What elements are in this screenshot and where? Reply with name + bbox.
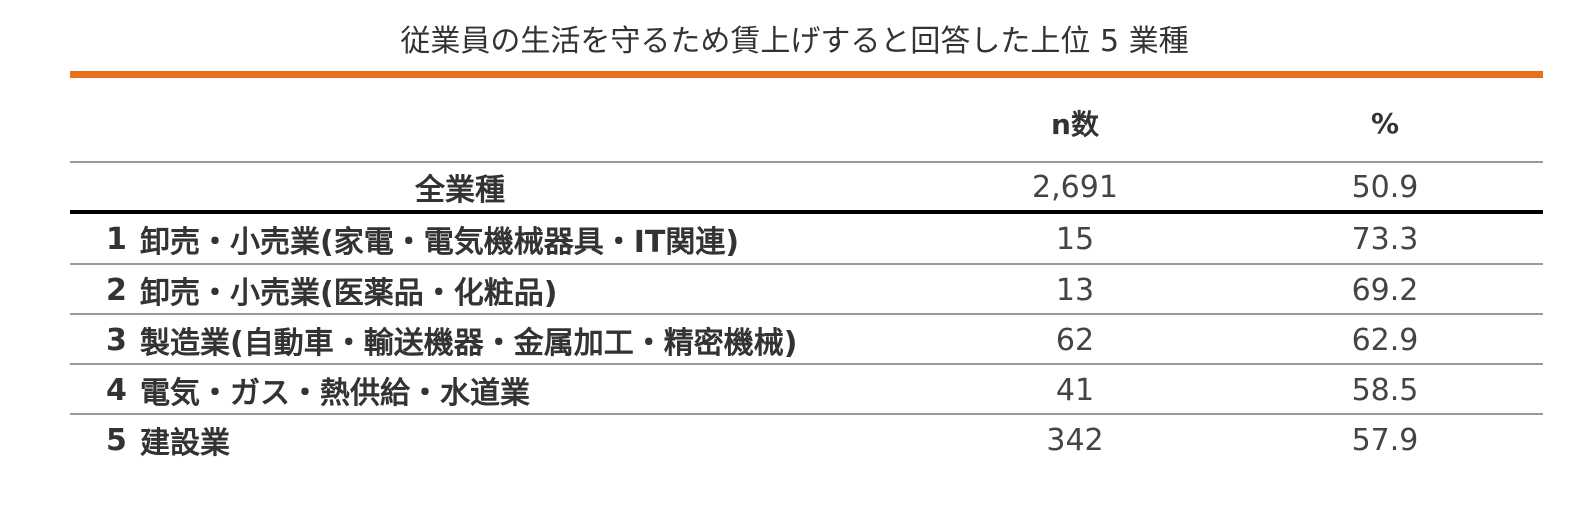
row-industry: 電気・ガス・熱供給・水道業 bbox=[140, 376, 530, 411]
row-label: 2 卸売・小売業(医薬品・化粧品) bbox=[70, 265, 886, 315]
table-row: 4 電気・ガス・熱供給・水道業 41 58.5 bbox=[70, 365, 1543, 415]
table-row: 3 製造業(自動車・輸送機器・金属加工・精密機械) 62 62.9 bbox=[70, 315, 1543, 365]
row-label: 4 電気・ガス・熱供給・水道業 bbox=[70, 365, 886, 415]
row-rank: 5 bbox=[106, 422, 127, 458]
row-divider bbox=[70, 263, 1543, 265]
table-header-row: n数 % bbox=[70, 84, 1543, 162]
row-rank: 2 bbox=[106, 272, 127, 308]
row-industry: 卸売・小売業(医薬品・化粧品) bbox=[140, 276, 558, 311]
header-pct-cell: % bbox=[1370, 106, 1400, 140]
row-label: 5 建設業 bbox=[70, 415, 886, 465]
row-industry: 建設業 bbox=[140, 426, 230, 461]
row-rank: 1 bbox=[106, 221, 127, 257]
header-label-cell bbox=[70, 84, 850, 162]
total-divider bbox=[70, 210, 1543, 214]
total-row: 全業種 2,691 50.9 bbox=[70, 163, 1543, 211]
row-rank: 3 bbox=[106, 322, 127, 358]
row-pct: 57.9 bbox=[1351, 422, 1419, 458]
total-n: 2,691 bbox=[1032, 169, 1118, 205]
header-n-cell: n数 bbox=[1051, 108, 1099, 141]
row-pct: 58.5 bbox=[1351, 372, 1419, 408]
row-divider bbox=[70, 363, 1543, 365]
row-pct: 69.2 bbox=[1351, 272, 1419, 308]
row-industry: 卸売・小売業(家電・電気機械器具・IT関連) bbox=[140, 225, 740, 260]
row-n: 13 bbox=[1055, 272, 1095, 308]
row-n: 342 bbox=[1046, 422, 1104, 458]
header-divider bbox=[70, 161, 1543, 163]
row-pct: 73.3 bbox=[1351, 221, 1419, 257]
row-n: 62 bbox=[1055, 322, 1095, 358]
row-label: 1 卸売・小売業(家電・電気機械器具・IT関連) bbox=[70, 214, 886, 264]
row-divider bbox=[70, 313, 1543, 315]
total-label: 全業種 bbox=[415, 173, 505, 208]
row-pct: 62.9 bbox=[1351, 322, 1419, 358]
row-rank: 4 bbox=[106, 372, 127, 408]
table-row: 2 卸売・小売業(医薬品・化粧品) 13 69.2 bbox=[70, 265, 1543, 315]
row-label: 3 製造業(自動車・輸送機器・金属加工・精密機械) bbox=[70, 315, 886, 365]
total-pct: 50.9 bbox=[1351, 169, 1419, 205]
title-accent-rule bbox=[70, 71, 1543, 78]
row-industry: 製造業(自動車・輸送機器・金属加工・精密機械) bbox=[140, 326, 798, 361]
row-n: 15 bbox=[1055, 221, 1095, 257]
row-n: 41 bbox=[1055, 372, 1095, 408]
table-row: 5 建設業 342 57.9 bbox=[70, 415, 1543, 465]
row-divider bbox=[70, 413, 1543, 415]
table-row: 1 卸売・小売業(家電・電気機械器具・IT関連) 15 73.3 bbox=[70, 214, 1543, 264]
chart-title: 従業員の生活を守るため賃上げすると回答した上位 5 業種 bbox=[400, 24, 1189, 59]
